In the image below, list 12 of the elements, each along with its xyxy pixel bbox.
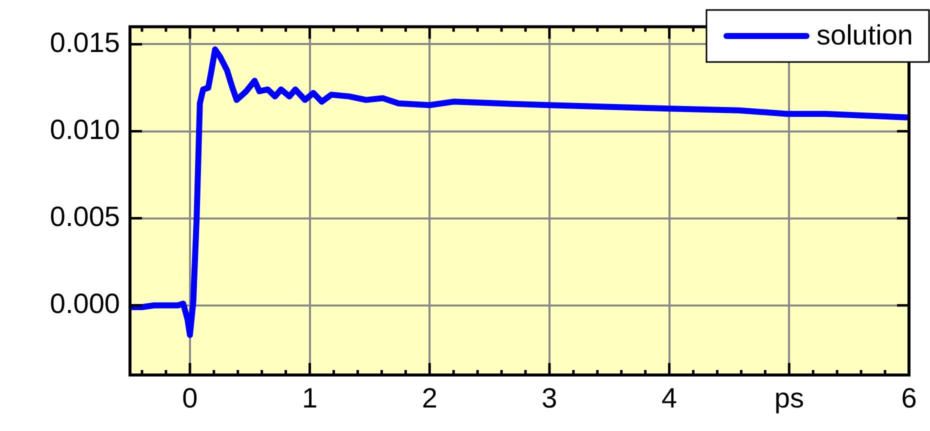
y-tick-label: 0.005 xyxy=(50,201,120,232)
x-tick-label: 3 xyxy=(542,382,558,414)
x-tick-label: 4 xyxy=(662,382,678,414)
x-tick-label: ps xyxy=(774,382,804,414)
y-tick-label: 0.010 xyxy=(50,114,120,145)
x-tick-label: 0 xyxy=(182,382,198,414)
x-tick-label: 2 xyxy=(422,382,438,414)
y-tick-label: 0.015 xyxy=(50,26,120,58)
y-tick-label: 0.000 xyxy=(50,288,120,320)
legend-label: solution xyxy=(816,20,914,51)
x-tick-label: 1 xyxy=(302,382,318,414)
x-tick-label: 6 xyxy=(901,382,917,414)
